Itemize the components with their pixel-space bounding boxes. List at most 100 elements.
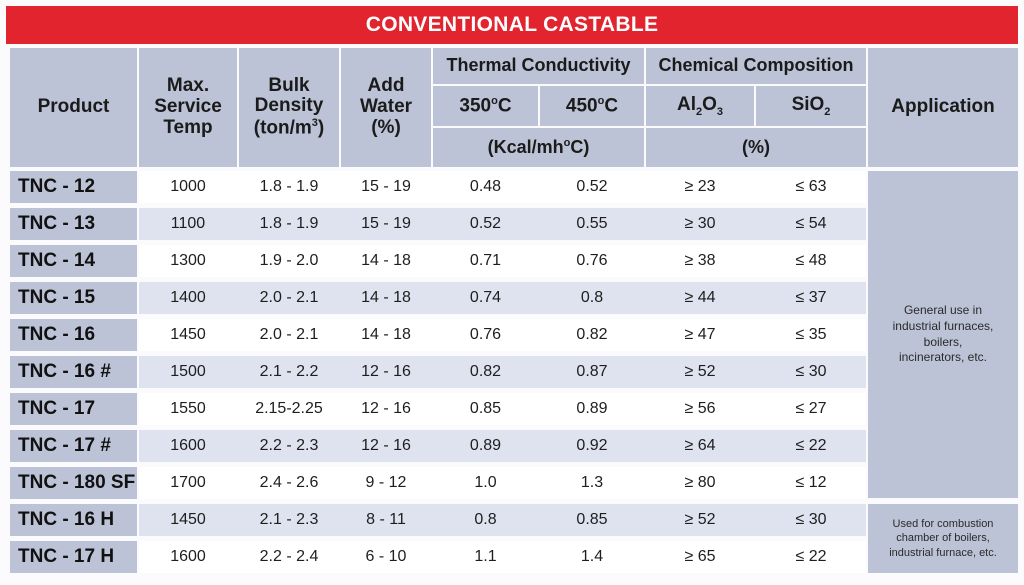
bulk-density-cell: 2.1 - 2.2 [259,363,319,380]
bulk-density-cell: 2.0 - 2.1 [259,289,319,306]
tc-450-cell: 1.3 [580,474,604,491]
al2o3-cell: ≥ 23 [684,178,716,195]
row-band [139,171,866,203]
header-bulk-density: Bulk Density (ton/m3) [239,48,339,167]
sio2-cell: ≤ 30 [795,511,827,528]
header-product: Product [10,48,137,167]
header-sio2: SiO2 [756,86,866,126]
tc-450-cell: 0.89 [576,400,608,417]
tc-450-cell: 0.76 [576,252,608,269]
add-water-cell: 12 - 16 [361,363,411,380]
tc-450-cell: 0.92 [576,437,608,454]
max-temp-cell: 1450 [170,511,206,528]
application-combustion-line-3: industrial furnace, etc. [889,546,997,559]
tc-350-cell: 1.1 [474,548,497,565]
tc-450-cell: 0.55 [576,215,608,232]
sio2-cell: ≤ 37 [795,289,827,306]
tc-350-cell: 0.89 [469,437,502,454]
header-water-line-2: Water [359,96,413,118]
product-name: TNC - 16 H [10,504,137,536]
al2o3-cell: ≥ 52 [684,511,716,528]
bulk-density-cell: 2.1 - 2.3 [259,511,319,528]
bulk-density-cell: 2.4 - 2.6 [259,474,319,491]
application-combustion: Used for combustion chamber of boilers, … [868,504,1018,573]
add-water-cell: 12 - 16 [361,400,411,417]
add-water-cell: 8 - 11 [366,511,406,528]
bulk-density-cell: 1.9 - 2.0 [259,252,319,269]
row-band [139,430,866,462]
tc-350-cell: 0.76 [469,326,502,343]
table-title: CONVENTIONAL CASTABLE [6,6,1018,44]
al2o3-cell: ≥ 47 [684,326,716,343]
header-max-line-2: Service [154,96,222,118]
row-band [139,541,866,573]
tc-450-cell: 1.4 [580,548,604,565]
row-band [139,208,866,240]
product-name: TNC - 14 [10,245,137,277]
tc-450-cell: 0.8 [580,289,604,306]
header-tc-350: 350oC [433,86,538,126]
product-name: TNC - 180 SF [10,467,137,499]
product-name: TNC - 16 # [10,356,137,388]
max-temp-cell: 1400 [170,289,206,306]
header-bulk-unit: (ton/m3) [253,117,325,139]
al2o3-cell: ≥ 38 [684,252,716,269]
bulk-density-cell: 2.0 - 2.1 [259,326,319,343]
max-temp-cell: 1450 [170,326,206,343]
header-max-line-1: Max. [166,75,210,97]
row-band [139,245,866,277]
tc-350-cell: 1.0 [474,474,497,491]
tc-350-cell: 0.85 [469,400,502,417]
max-temp-cell: 1500 [170,363,206,380]
tc-350-cell: 0.48 [469,178,502,195]
max-temp-cell: 1600 [170,548,206,565]
row-band [139,467,866,499]
application-general-line-2: industrial furnaces, [892,318,994,333]
header-tc-450: 450oC [540,86,644,126]
sio2-cell: ≤ 27 [795,400,827,417]
header-product-label: Product [37,96,110,118]
tc-450-cell: 0.52 [576,178,608,195]
sio2-cell: ≤ 48 [795,252,827,269]
row-band [139,356,866,388]
header-max-line-3: Temp [163,116,213,138]
row-band [139,393,866,425]
header-chemical-composition: Chemical Composition [646,48,866,84]
bulk-density-cell: 2.15-2.25 [255,400,323,417]
row-band [139,319,866,351]
tc-350-cell: 0.71 [469,252,502,269]
add-water-cell: 15 - 19 [361,215,411,232]
add-water-cell: 14 - 18 [361,326,411,343]
header-bulk-line-1: Bulk [268,74,310,96]
al2o3-cell: ≥ 44 [684,289,716,306]
header-application: Application [868,48,1018,167]
al2o3-cell: ≥ 56 [684,400,716,417]
header-al2o3: Al2O3 [646,86,754,126]
tc-350-cell: 0.52 [469,215,502,232]
tc-350-cell: 0.74 [469,289,502,306]
add-water-cell: 6 - 10 [365,548,407,565]
product-name: TNC - 17 [10,393,137,425]
product-name: TNC - 13 [10,208,137,240]
max-temp-cell: 1100 [170,215,206,232]
tc-450-cell: 0.85 [576,511,608,528]
product-name: TNC - 16 [10,319,137,351]
max-temp-cell: 1700 [170,474,206,491]
al2o3-cell: ≥ 30 [684,215,716,232]
add-water-cell: 12 - 16 [361,437,411,454]
application-general: General use in industrial furnaces, boil… [868,171,1018,498]
sio2-cell: ≤ 54 [795,215,827,232]
header-bulk-line-2: Density [254,95,324,117]
bulk-density-cell: 1.8 - 1.9 [259,178,319,195]
product-name: TNC - 12 [10,171,137,203]
header-cc-unit: (%) [646,128,866,167]
application-general-line-1: General use in [903,303,983,318]
row-band [139,282,866,314]
add-water-cell: 15 - 19 [361,178,411,195]
max-temp-cell: 1000 [170,178,206,195]
add-water-cell: 9 - 12 [365,474,407,491]
sio2-cell: ≤ 30 [795,363,827,380]
max-temp-cell: 1600 [170,437,206,454]
application-general-line-3: boilers, [923,334,963,349]
